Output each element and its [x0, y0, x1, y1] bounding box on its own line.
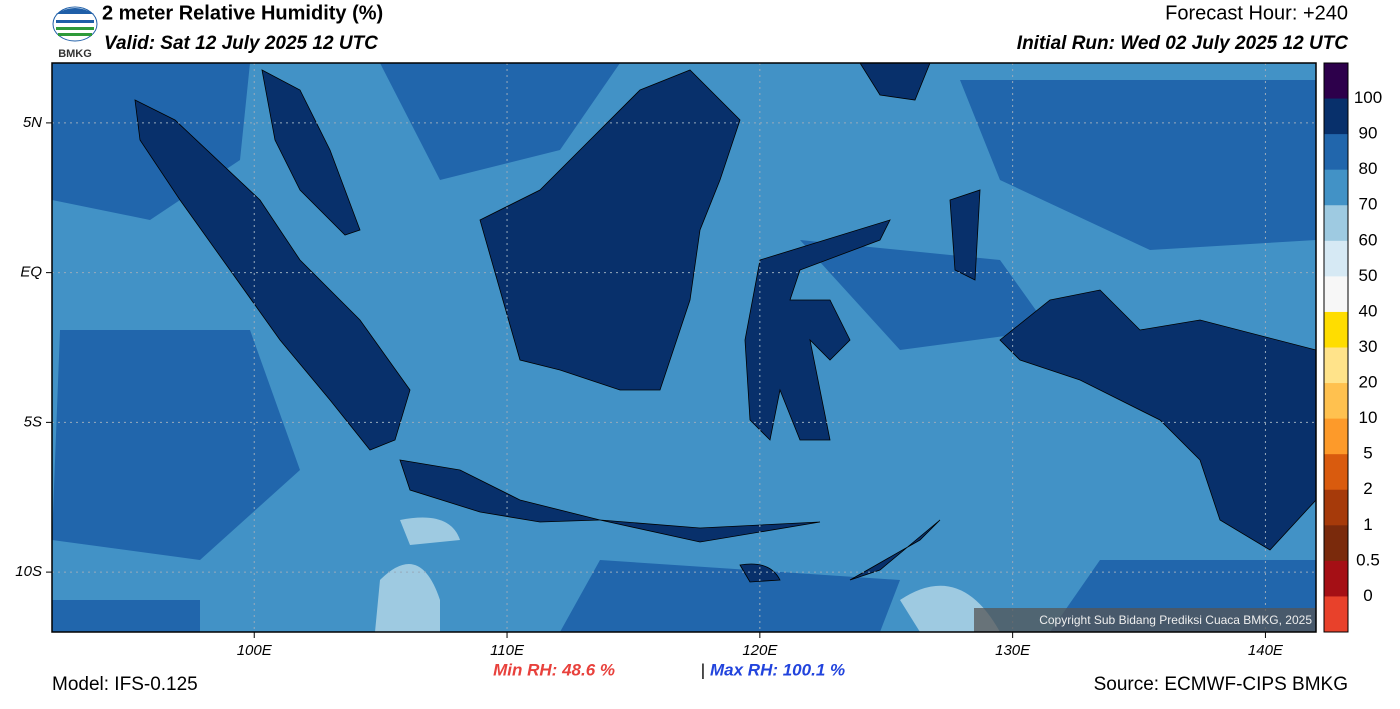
- colorbar-frame: [1323, 62, 1349, 633]
- lesser-sunda: [599, 519, 821, 583]
- colorbar-label: 0: [1363, 586, 1372, 605]
- forecast-hour: Forecast Hour: +240: [1165, 2, 1348, 24]
- x-tick-label: 140E: [1248, 642, 1284, 659]
- logo-text: BMKG: [58, 48, 92, 60]
- sumatra: [134, 99, 411, 451]
- colorbar-segment: [1324, 63, 1348, 100]
- colorbar-segment: [1324, 205, 1348, 242]
- colorbar-segment: [1324, 525, 1348, 562]
- y-tick-label: 5S: [24, 413, 42, 430]
- colorbar-segment: [1324, 134, 1348, 171]
- separator: |: [701, 660, 705, 679]
- colorbar-label: 10: [1359, 408, 1378, 427]
- colorbar-segment: [1324, 347, 1348, 384]
- colorbar-label: 70: [1359, 195, 1378, 214]
- title: 2 meter Relative Humidity (%): [102, 2, 383, 24]
- colorbar-label: 30: [1359, 337, 1378, 356]
- colorbar-segment: [1324, 98, 1348, 135]
- colorbar-segment: [1324, 560, 1348, 597]
- max-rh: Max RH: 100.1 %: [710, 660, 845, 679]
- grid: [52, 63, 1316, 632]
- colorbar-label: 2: [1363, 479, 1372, 498]
- copyright: Copyright Sub Bidang Prediksi Cuaca BMKG…: [1039, 613, 1312, 627]
- colorbar-label: 20: [1359, 373, 1378, 392]
- timor: [849, 519, 941, 581]
- colorbar-segment: [1324, 596, 1348, 633]
- copyright-box: [974, 608, 1316, 632]
- java: [399, 459, 601, 523]
- colorbar-segment: [1324, 418, 1348, 455]
- colorbar-label: 80: [1359, 159, 1378, 178]
- borneo: [479, 69, 741, 391]
- halmahera: [949, 189, 981, 281]
- colorbar-label: 50: [1359, 266, 1378, 285]
- colorbar-label: 5: [1363, 444, 1372, 463]
- humid-area: [52, 63, 1316, 632]
- colorbar: 100 90 80 70 60 50 40 30 20 10 5 2 1 0.5 0: [1323, 62, 1382, 633]
- dry-area: [240, 200, 1000, 632]
- valid: Valid: Sat 12 July 2025 12 UTC: [104, 33, 378, 54]
- colorbar-segment: [1324, 169, 1348, 206]
- y-tick-label: 5N: [23, 114, 42, 131]
- malay-peninsula: [261, 69, 361, 236]
- map-frame: [51, 62, 1317, 633]
- colorbar-segment: [1324, 383, 1348, 420]
- new-guinea: [999, 289, 1316, 551]
- colorbar-segment: [1324, 240, 1348, 277]
- colorbar-label: 60: [1359, 230, 1378, 249]
- logo: [52, 6, 98, 42]
- x-tick-label: 120E: [742, 642, 778, 659]
- model: Model: IFS-0.125: [52, 674, 198, 695]
- x-tick-label: 130E: [995, 642, 1031, 659]
- min-rh: Min RH: 48.6 %: [493, 660, 615, 679]
- mindanao: [859, 63, 931, 101]
- colorbar-label: 0.5: [1356, 550, 1380, 569]
- colorbar-segment: [1324, 489, 1348, 526]
- initial-run: Initial Run: Wed 02 July 2025 12 UTC: [1017, 33, 1348, 54]
- x-tick-label: 100E: [237, 642, 273, 659]
- colorbar-label: 100: [1354, 88, 1382, 107]
- colorbar-segment: [1324, 276, 1348, 313]
- colorbar-label: 90: [1359, 124, 1378, 143]
- colorbar-segment: [1324, 454, 1348, 491]
- y-tick-label: EQ: [20, 264, 42, 281]
- x-tick-label: 110E: [490, 642, 525, 659]
- map: Copyright Sub Bidang Prediksi Cuaca BMKG…: [52, 63, 1316, 632]
- colorbar-label: 40: [1359, 301, 1378, 320]
- colorbar-label: 1: [1363, 515, 1372, 534]
- colorbar-segment: [1324, 311, 1348, 348]
- source: Source: ECMWF-CIPS BMKG: [1094, 674, 1348, 695]
- y-tick-label: 10S: [15, 563, 42, 580]
